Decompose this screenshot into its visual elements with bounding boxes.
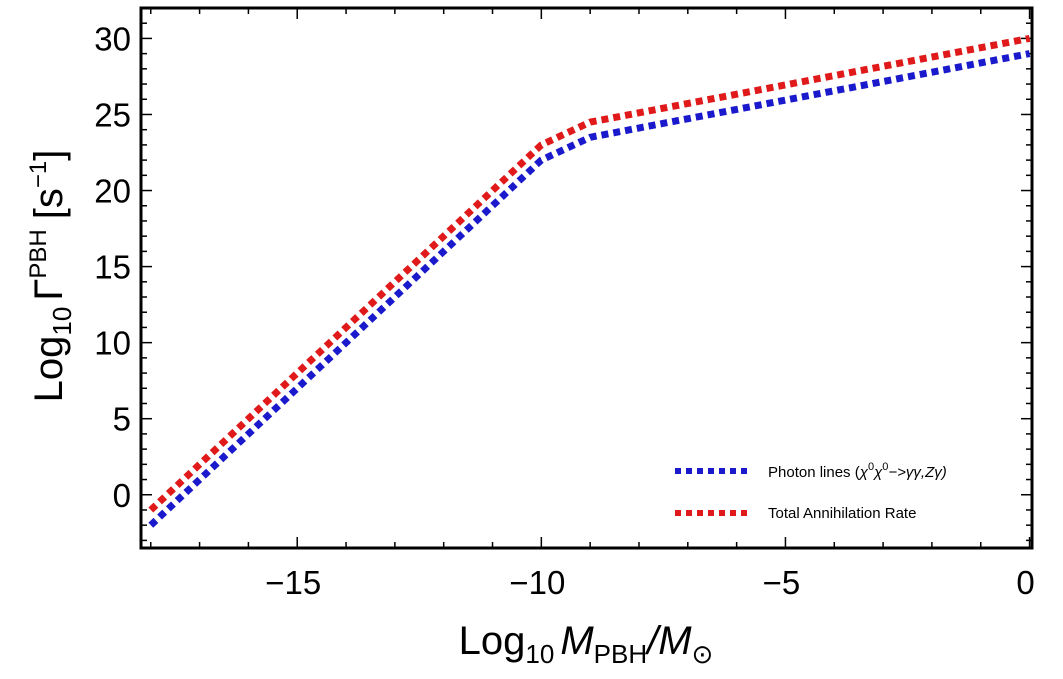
- legend: Photon lines (χ0χ0−>γγ,Zγ) Total Annihil…: [675, 461, 947, 522]
- legend-label-photon-lines: Photon lines (χ0χ0−>γγ,Zγ): [768, 461, 947, 481]
- x-tick-label: 0: [1016, 564, 1034, 601]
- y-tick-label: 30: [94, 20, 131, 57]
- x-tick-label: −10: [509, 564, 565, 601]
- x-axis-ticks: −15 −10 −5 0: [150, 8, 1035, 601]
- y-tick-label: 25: [94, 96, 131, 133]
- series-layer: [148, 34, 1031, 528]
- series-line-photon-lines: [148, 50, 1031, 528]
- legend-label-total-annihilation: Total Annihilation Rate: [768, 505, 916, 522]
- series-line-total-annihilation: [148, 34, 1031, 513]
- y-axis-ticks: 0 5 10 15 20 25 30: [94, 20, 1032, 542]
- y-axis-title: Log10ΓPBH[s−1]: [25, 150, 77, 403]
- x-tick-label: −15: [265, 564, 321, 601]
- x-axis-title: Log10 MPBH/M⊙: [459, 619, 714, 669]
- y-tick-label: 0: [113, 477, 131, 514]
- plot-frame: [139, 6, 1034, 550]
- legend-entry-total-annihilation: Total Annihilation Rate: [675, 505, 916, 522]
- y-tick-label: 10: [94, 325, 131, 362]
- y-tick-label: 5: [113, 401, 131, 438]
- legend-entry-photon-lines: Photon lines (χ0χ0−>γγ,Zγ): [675, 461, 947, 481]
- y-tick-label: 20: [94, 173, 131, 210]
- y-tick-label: 15: [94, 249, 131, 286]
- x-tick-label: −5: [763, 564, 801, 601]
